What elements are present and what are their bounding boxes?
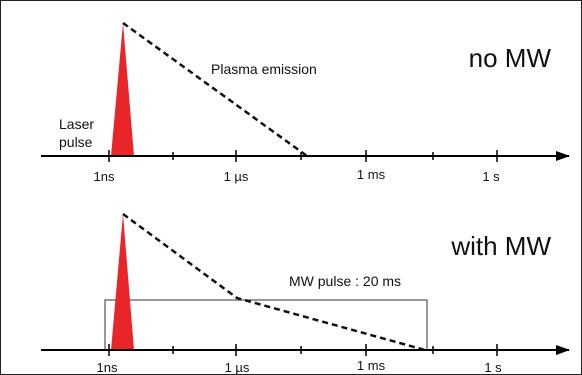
laser-label-line1: Laser (59, 116, 94, 132)
top-panel: 1ns 1 µs 1 ms 1 s Plasma emission Laser … (41, 21, 570, 184)
bottom-tick-label-1ns: 1ns (97, 360, 118, 374)
bottom-tick-label-1us: 1 µs (225, 360, 250, 374)
top-tick-label-1ms: 1 ms (357, 167, 386, 182)
bottom-tick-label-1ms: 1 ms (357, 358, 386, 373)
bottom-tick-label-1s: 1 s (484, 360, 502, 374)
bottom-panel: 1ns 1 µs 1 ms 1 s MW pulse : 20 ms with … (41, 212, 570, 374)
mw-pulse-box (104, 299, 428, 351)
top-tick-label-1s: 1 s (482, 169, 500, 184)
top-plasma-emission-curve (122, 21, 308, 158)
top-panel-title: no MW (469, 43, 552, 73)
mw-pulse-label: MW pulse : 20 ms (289, 273, 401, 289)
bottom-axis-ticks (108, 344, 498, 356)
plasma-emission-label: Plasma emission (211, 61, 317, 77)
bottom-panel-title: with MW (450, 231, 551, 261)
top-laser-pulse (111, 23, 134, 156)
laser-label-line2: pulse (59, 134, 93, 150)
top-tick-label-1ns: 1ns (94, 169, 115, 184)
bottom-laser-pulse (111, 214, 134, 350)
top-axis-ticks (108, 150, 498, 162)
bottom-plasma-emission-curve (122, 212, 426, 352)
top-tick-label-1us: 1 µs (224, 169, 249, 184)
